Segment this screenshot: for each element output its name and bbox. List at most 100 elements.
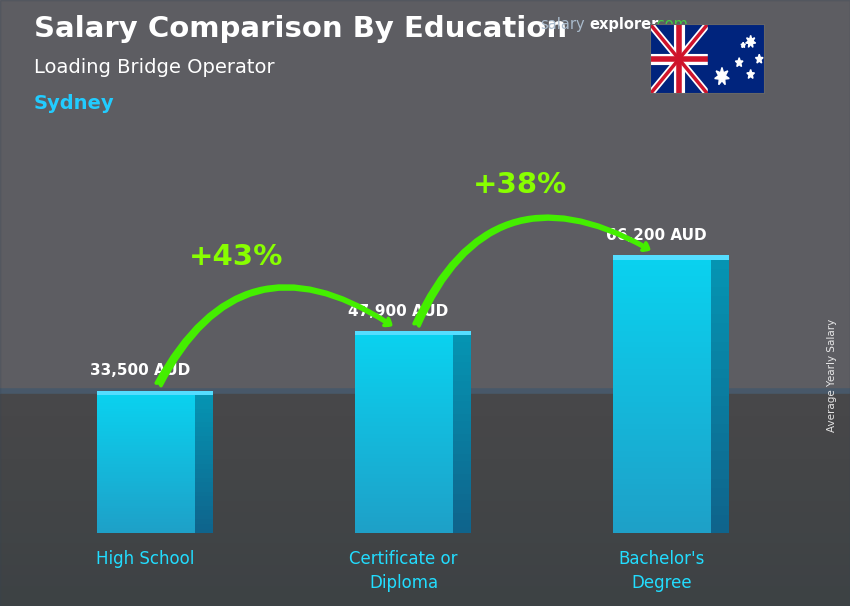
Bar xyxy=(0,558,850,564)
Bar xyxy=(354,486,452,490)
Bar xyxy=(97,484,195,486)
Bar xyxy=(613,276,711,281)
Bar xyxy=(354,343,452,347)
Polygon shape xyxy=(741,42,745,47)
Bar xyxy=(354,339,452,343)
Bar xyxy=(613,462,711,468)
Bar xyxy=(613,440,711,445)
Bar xyxy=(0,532,850,537)
Bar xyxy=(711,479,728,488)
Bar xyxy=(97,464,195,467)
Bar xyxy=(97,470,195,472)
Bar xyxy=(97,408,195,411)
Bar xyxy=(613,265,711,270)
Text: Salary Comparison By Education: Salary Comparison By Education xyxy=(34,15,567,43)
Bar xyxy=(0,473,850,479)
Bar xyxy=(0,548,850,553)
Bar xyxy=(354,510,452,513)
Bar xyxy=(613,281,711,287)
Text: explorer: explorer xyxy=(589,17,659,32)
Bar xyxy=(711,524,728,533)
Polygon shape xyxy=(735,58,743,67)
Bar xyxy=(452,513,471,520)
Bar xyxy=(452,428,471,435)
Bar xyxy=(195,464,212,468)
Bar xyxy=(97,522,195,525)
Bar xyxy=(711,424,728,433)
Bar xyxy=(0,574,850,579)
Bar xyxy=(0,490,850,494)
Bar xyxy=(707,24,765,94)
Bar xyxy=(452,342,471,348)
Bar xyxy=(613,451,711,457)
Bar xyxy=(0,494,850,500)
Bar xyxy=(613,259,711,265)
Bar xyxy=(97,417,195,420)
Bar xyxy=(711,305,728,315)
Text: 47,900 AUD: 47,900 AUD xyxy=(348,304,449,319)
Bar xyxy=(452,381,471,388)
Bar xyxy=(0,484,850,490)
Bar xyxy=(354,513,452,518)
Bar xyxy=(711,324,728,333)
Bar xyxy=(452,501,471,507)
Bar xyxy=(354,351,452,355)
Bar xyxy=(613,287,711,292)
Bar xyxy=(452,520,471,527)
Bar xyxy=(97,511,195,514)
Bar xyxy=(613,358,711,364)
Bar xyxy=(195,431,212,436)
Bar xyxy=(613,490,711,495)
Bar xyxy=(354,450,452,454)
Bar xyxy=(711,333,728,342)
Bar xyxy=(452,507,471,513)
Bar xyxy=(195,395,212,399)
Bar xyxy=(195,454,212,459)
Bar xyxy=(354,391,452,395)
Bar xyxy=(97,489,195,491)
Bar xyxy=(452,435,471,441)
Bar xyxy=(97,436,195,439)
Bar xyxy=(195,408,212,413)
Bar xyxy=(0,436,850,442)
Bar xyxy=(195,427,212,431)
Bar xyxy=(354,402,452,407)
Bar xyxy=(613,353,711,358)
Text: 66,200 AUD: 66,200 AUD xyxy=(606,228,706,243)
Bar xyxy=(613,336,711,342)
Bar xyxy=(97,505,195,508)
Bar xyxy=(613,528,711,533)
Bar xyxy=(97,459,195,461)
Bar xyxy=(195,450,212,454)
Bar xyxy=(0,458,850,463)
Bar xyxy=(0,510,850,516)
Bar xyxy=(613,407,711,413)
Bar xyxy=(452,481,471,487)
Bar xyxy=(97,445,195,447)
Bar xyxy=(613,380,711,385)
Bar xyxy=(711,488,728,497)
Bar xyxy=(195,510,212,515)
Bar xyxy=(97,422,195,425)
Bar xyxy=(0,595,850,601)
Bar xyxy=(711,287,728,296)
Text: 33,500 AUD: 33,500 AUD xyxy=(90,363,190,378)
Bar xyxy=(0,410,850,415)
Bar xyxy=(613,402,711,407)
Bar xyxy=(97,481,195,484)
Bar xyxy=(354,494,452,498)
Bar xyxy=(97,472,195,475)
Bar xyxy=(354,355,452,359)
Bar xyxy=(354,525,452,529)
Bar xyxy=(97,442,195,445)
Bar xyxy=(97,425,195,428)
Bar xyxy=(354,383,452,387)
Bar xyxy=(0,585,850,590)
Bar xyxy=(613,364,711,369)
Bar xyxy=(452,527,471,533)
Bar xyxy=(711,415,728,424)
Bar xyxy=(711,442,728,451)
Bar xyxy=(195,473,212,478)
Bar xyxy=(613,479,711,484)
Bar xyxy=(711,315,728,324)
